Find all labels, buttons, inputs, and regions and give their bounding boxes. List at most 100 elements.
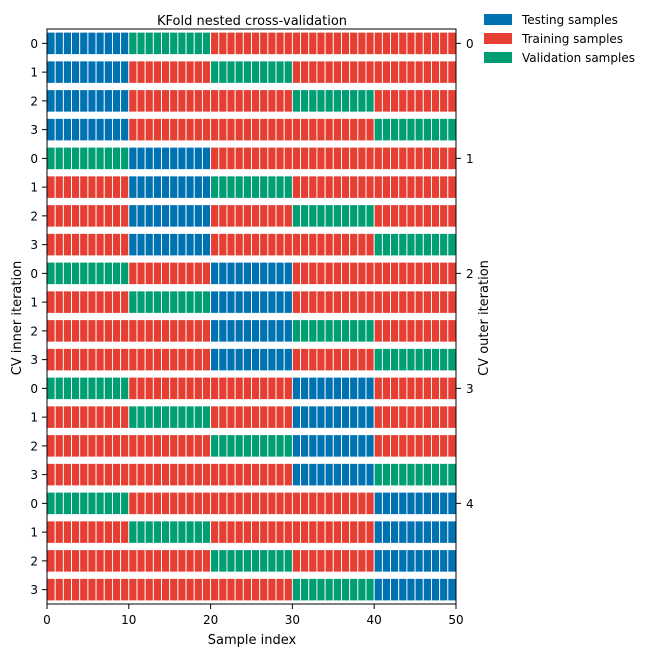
sample-cell-train <box>226 146 236 171</box>
sample-cell-train <box>300 290 310 314</box>
sample-cell-val <box>111 261 122 286</box>
sample-cell-train <box>357 520 367 544</box>
sample-cell-train <box>169 117 179 142</box>
sample-cell-train <box>218 577 228 602</box>
sample-cell-train <box>275 204 285 228</box>
sample-cell-train <box>332 290 342 314</box>
sample-cell-train <box>185 462 195 487</box>
sample-cell-test <box>87 89 97 113</box>
sample-cell-train <box>201 60 212 84</box>
sample-cell-test <box>103 60 113 84</box>
sample-cell-val <box>439 117 449 142</box>
sample-cell-train <box>275 376 285 401</box>
sample-cell-train <box>210 146 220 171</box>
sample-cell-train <box>71 347 81 372</box>
sample-cell-train <box>242 89 252 113</box>
sample-cell-train <box>406 290 416 314</box>
sample-cell-train <box>291 549 302 573</box>
sample-cell-train <box>128 491 138 516</box>
sample-cell-train <box>136 549 146 573</box>
sample-cell-val <box>431 232 441 257</box>
sample-cell-val <box>161 290 171 314</box>
sample-cell-val <box>283 60 293 84</box>
sample-cell-test <box>79 117 89 142</box>
sample-cell-train <box>62 232 72 257</box>
sample-cell-test <box>332 434 342 458</box>
x-tick-label: 10 <box>121 613 136 627</box>
sample-cell-val <box>169 31 179 56</box>
sample-cell-train <box>414 175 424 199</box>
sample-cell-train <box>447 434 457 458</box>
sample-cell-test <box>332 376 342 401</box>
sample-cell-train <box>275 462 285 487</box>
sample-cell-train <box>251 31 261 56</box>
sample-cell-test <box>54 60 64 84</box>
sample-cell-train <box>422 319 432 343</box>
sample-cell-train <box>54 405 64 429</box>
sample-cell-train <box>406 146 416 171</box>
sample-cell-train <box>431 60 441 84</box>
sample-cell-test <box>357 462 367 487</box>
sample-cell-train <box>79 347 89 372</box>
x-tick-label: 20 <box>203 613 218 627</box>
sample-cell-val <box>62 376 72 401</box>
sample-cell-test <box>136 175 146 199</box>
sample-cell-test <box>373 549 383 573</box>
sample-cell-train <box>210 491 220 516</box>
sample-cell-train <box>267 577 277 602</box>
sample-cell-val <box>439 462 449 487</box>
sample-cell-val <box>54 146 64 171</box>
sample-cell-train <box>422 89 432 113</box>
sample-cell-test <box>218 319 228 343</box>
sample-cell-train <box>177 347 187 372</box>
sample-cell-train <box>62 434 72 458</box>
sample-cell-train <box>128 89 138 113</box>
sample-cell-train <box>341 520 351 544</box>
sample-cell-val <box>300 577 310 602</box>
sample-cell-train <box>373 434 383 458</box>
sample-cell-test <box>218 261 228 286</box>
sample-cell-val <box>390 462 400 487</box>
sample-cell-val <box>111 146 122 171</box>
sample-cell-val <box>210 434 220 458</box>
sample-cell-test <box>144 175 154 199</box>
sample-cell-val <box>128 520 138 544</box>
sample-cell-train <box>365 347 375 372</box>
sample-cell-train <box>218 232 228 257</box>
sample-cell-test <box>275 261 285 286</box>
sample-cell-train <box>95 319 105 343</box>
sample-cell-test <box>152 204 162 228</box>
sample-cell-train <box>300 347 310 372</box>
sample-cell-train <box>226 376 236 401</box>
sample-cell-train <box>300 520 310 544</box>
sample-cell-test <box>406 520 416 544</box>
sample-cell-train <box>54 290 64 314</box>
sample-cell-test <box>431 491 441 516</box>
sample-cell-test <box>406 491 416 516</box>
sample-cell-train <box>291 347 302 372</box>
sample-cell-train <box>422 60 432 84</box>
sample-cell-val <box>210 60 220 84</box>
sample-cell-test <box>62 89 72 113</box>
sample-cell-test <box>422 577 432 602</box>
sample-cell-train <box>283 232 293 257</box>
sample-cell-train <box>349 261 359 286</box>
sample-cell-train <box>46 462 56 487</box>
sample-cell-train <box>431 261 441 286</box>
sample-cell-train <box>136 347 146 372</box>
sample-cell-train <box>349 146 359 171</box>
sample-cell-val <box>251 549 261 573</box>
sample-cell-test <box>390 491 400 516</box>
sample-cell-val <box>357 89 367 113</box>
sample-cell-train <box>95 232 105 257</box>
sample-cell-val <box>111 491 122 516</box>
sample-cell-val <box>406 462 416 487</box>
sample-cell-test <box>234 347 244 372</box>
sample-cell-val <box>406 347 416 372</box>
sample-cell-train <box>218 204 228 228</box>
sample-cell-train <box>365 549 375 573</box>
sample-cell-train <box>234 146 244 171</box>
sample-cell-train <box>152 117 162 142</box>
sample-cell-val <box>332 89 342 113</box>
sample-cell-train <box>169 462 179 487</box>
